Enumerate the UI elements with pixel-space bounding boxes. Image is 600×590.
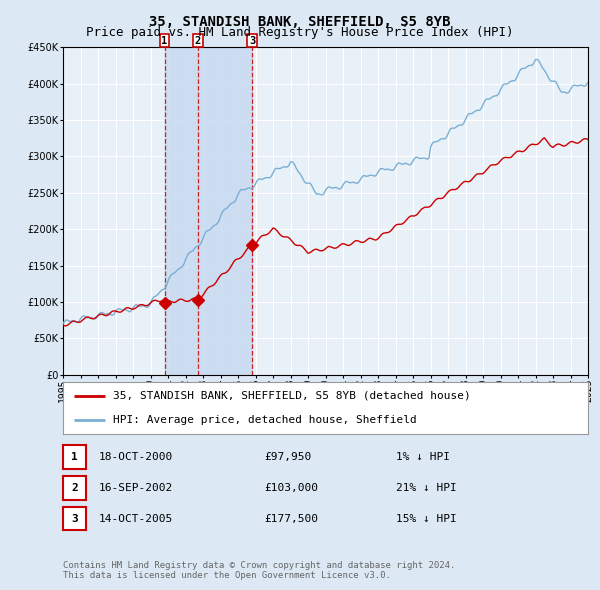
Text: 1: 1 <box>71 453 78 462</box>
Text: This data is licensed under the Open Government Licence v3.0.: This data is licensed under the Open Gov… <box>63 571 391 580</box>
Text: 18-OCT-2000: 18-OCT-2000 <box>99 453 173 462</box>
Text: 3: 3 <box>71 514 78 523</box>
Text: 3: 3 <box>249 36 255 46</box>
Text: 16-SEP-2002: 16-SEP-2002 <box>99 483 173 493</box>
Text: 2: 2 <box>71 483 78 493</box>
Text: 1: 1 <box>161 36 167 46</box>
Text: 2: 2 <box>195 36 201 46</box>
Text: 14-OCT-2005: 14-OCT-2005 <box>99 514 173 523</box>
Text: 21% ↓ HPI: 21% ↓ HPI <box>396 483 457 493</box>
Bar <box>164 47 252 375</box>
Text: HPI: Average price, detached house, Sheffield: HPI: Average price, detached house, Shef… <box>113 415 416 425</box>
Text: £177,500: £177,500 <box>264 514 318 523</box>
Text: 35, STANDISH BANK, SHEFFIELD, S5 8YB: 35, STANDISH BANK, SHEFFIELD, S5 8YB <box>149 15 451 29</box>
Text: £97,950: £97,950 <box>264 453 311 462</box>
Text: 35, STANDISH BANK, SHEFFIELD, S5 8YB (detached house): 35, STANDISH BANK, SHEFFIELD, S5 8YB (de… <box>113 391 470 401</box>
Text: 15% ↓ HPI: 15% ↓ HPI <box>396 514 457 523</box>
Text: £103,000: £103,000 <box>264 483 318 493</box>
Text: Price paid vs. HM Land Registry's House Price Index (HPI): Price paid vs. HM Land Registry's House … <box>86 26 514 39</box>
Text: Contains HM Land Registry data © Crown copyright and database right 2024.: Contains HM Land Registry data © Crown c… <box>63 560 455 569</box>
Text: 1% ↓ HPI: 1% ↓ HPI <box>396 453 450 462</box>
